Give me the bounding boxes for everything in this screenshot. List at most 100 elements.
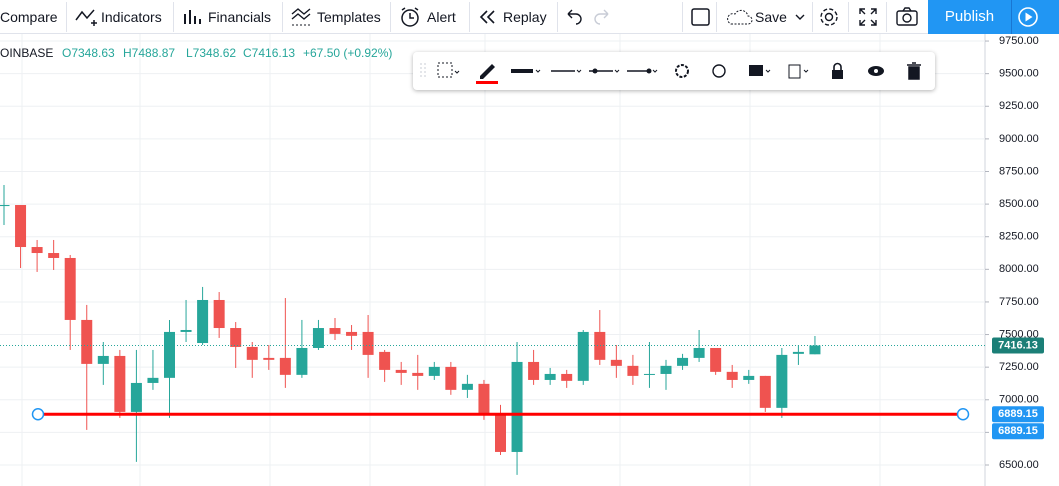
- replay-button[interactable]: Replay: [503, 9, 547, 25]
- price-label-box: [992, 423, 1044, 440]
- separator: [66, 2, 67, 32]
- candle-body: [180, 329, 192, 332]
- candle-body: [263, 357, 275, 360]
- y-tick-label: 8000.00: [999, 263, 1039, 275]
- compare-button[interactable]: Compare: [0, 9, 58, 25]
- top-toolbar: Compare Indicators Financials Templates …: [0, 0, 1059, 34]
- candle-body: [346, 331, 358, 336]
- legend-low: L7348.62: [186, 46, 236, 60]
- alert-button[interactable]: Alert: [427, 9, 456, 25]
- separator: [469, 2, 470, 32]
- fullscreen-icon[interactable]: [857, 6, 879, 28]
- candle-body: [743, 375, 755, 380]
- separator: [848, 2, 849, 32]
- price-label-box: [992, 337, 1044, 354]
- y-tick-label: 9500.00: [999, 68, 1039, 80]
- candle-body: [130, 382, 142, 412]
- candle-body: [809, 345, 821, 355]
- y-tick-label: 7250.00: [999, 361, 1039, 373]
- candle-body: [461, 383, 473, 390]
- candle-body: [213, 299, 225, 329]
- y-tick-label: 7000.00: [999, 394, 1039, 406]
- price-label: 6889.15: [998, 408, 1038, 420]
- separator: [886, 2, 887, 32]
- replay-icon: [479, 10, 495, 24]
- candle-body: [792, 351, 804, 354]
- separator: [682, 2, 683, 32]
- play-button[interactable]: [1011, 0, 1059, 34]
- candle-body: [246, 346, 258, 360]
- candle-body: [197, 299, 209, 344]
- separator: [812, 2, 813, 32]
- candle-body: [776, 354, 788, 408]
- drawing-toolbar: [413, 52, 935, 90]
- candle-body: [97, 355, 109, 364]
- candle-body: [544, 373, 556, 380]
- settings-tool[interactable]: [675, 64, 689, 78]
- candle-body: [31, 247, 43, 254]
- candle-body: [677, 357, 689, 366]
- snapshot-icon[interactable]: [895, 6, 919, 28]
- candle-body: [627, 365, 639, 376]
- select-tool[interactable]: [437, 62, 453, 78]
- candle-body: [660, 365, 672, 374]
- candle-body: [296, 347, 308, 375]
- candle-body: [710, 347, 722, 372]
- y-tick-label: 9250.00: [999, 100, 1039, 112]
- candle-body: [577, 331, 589, 381]
- price-label: 7416.13: [998, 339, 1038, 351]
- alert-tool[interactable]: [712, 64, 726, 78]
- settings-icon[interactable]: [818, 6, 842, 28]
- candle-body: [64, 257, 76, 320]
- indicators-button[interactable]: Indicators: [101, 9, 162, 25]
- right-end-tool[interactable]: [646, 68, 652, 74]
- publish-button[interactable]: Publish: [928, 0, 1011, 34]
- templates-icon: [291, 8, 311, 26]
- indicators-icon: [75, 9, 97, 26]
- candle-body: [15, 205, 27, 248]
- candle-body: [147, 377, 159, 383]
- undo-redo-icons[interactable]: [563, 6, 613, 28]
- y-tick-label: 9750.00: [999, 35, 1039, 47]
- color-tool[interactable]: [480, 64, 495, 79]
- candle-body: [693, 347, 705, 358]
- save-button[interactable]: Save: [755, 9, 787, 25]
- financials-button[interactable]: Financials: [208, 9, 272, 25]
- legend-open: O7348.63: [62, 46, 115, 60]
- legend-close: C7416.13: [243, 46, 295, 60]
- candle-body: [726, 371, 738, 380]
- drawing-tools: [420, 62, 921, 84]
- separator: [716, 2, 717, 32]
- separator: [557, 2, 558, 32]
- cloud-icon: [727, 9, 753, 25]
- clone-tool[interactable]: [788, 64, 801, 79]
- candle-body: [528, 361, 540, 380]
- candle-body: [48, 253, 60, 258]
- price-label-box: [992, 406, 1044, 423]
- play-icon: [1018, 7, 1038, 27]
- templates-button[interactable]: Templates: [317, 9, 381, 25]
- lock-tool[interactable]: [832, 70, 843, 79]
- candle-body: [312, 328, 324, 348]
- candle-body: [412, 372, 424, 376]
- left-end-tool[interactable]: [592, 68, 598, 74]
- legend-change: +67.50 (+0.92%): [303, 46, 392, 60]
- candle-body: [445, 366, 457, 390]
- y-tick-label: 8500.00: [999, 198, 1039, 210]
- y-tick-label: 9000.00: [999, 133, 1039, 145]
- candle-body: [594, 331, 606, 360]
- layout-icon[interactable]: [690, 6, 712, 28]
- y-tick-label: 7750.00: [999, 296, 1039, 308]
- separator: [282, 2, 283, 32]
- legend-high: H7488.87: [123, 46, 175, 60]
- financials-icon: [184, 10, 201, 24]
- separator: [173, 2, 174, 32]
- line-handle: [956, 407, 970, 421]
- price-label: 6889.15: [998, 425, 1038, 437]
- candle-body: [230, 328, 242, 347]
- layer-tool[interactable]: [749, 65, 763, 76]
- save-menu-arrow[interactable]: [793, 6, 807, 28]
- delete-tool[interactable]: [907, 62, 921, 80]
- candle-body: [395, 369, 407, 373]
